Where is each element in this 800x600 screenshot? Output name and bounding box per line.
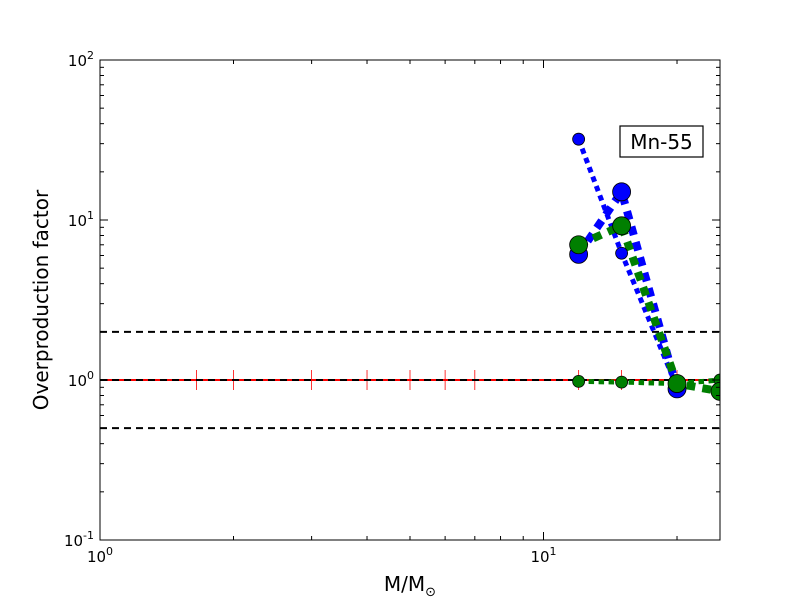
y-tick-exp-1: 0 xyxy=(87,369,94,382)
y-tick-label-0: 10-1 xyxy=(64,529,94,550)
annotation-label: Mn-55 xyxy=(630,130,693,154)
series-3-point-0 xyxy=(569,235,589,255)
x-tick-base-1: 10 xyxy=(530,548,549,566)
y-tick-exp-2: 1 xyxy=(87,209,94,222)
y-axis-label: Overproduction factor xyxy=(29,189,53,410)
annotation-frame xyxy=(619,125,704,158)
series-2-point-0 xyxy=(572,375,586,388)
y-tick-base-1: 10 xyxy=(68,372,87,390)
series-0-point-0 xyxy=(572,132,586,146)
y-tick-label-2: 101 xyxy=(68,209,94,230)
series-line-3 xyxy=(576,220,720,396)
x-tick-label-0: 100 xyxy=(87,545,113,566)
y-tick-base-3: 10 xyxy=(68,52,87,70)
x-tick-base-0: 10 xyxy=(87,548,106,566)
series-line-2 xyxy=(578,377,720,387)
annotation-box: Mn-55 xyxy=(619,125,704,158)
series-3-point-1 xyxy=(612,216,632,236)
x-tick-exp-0: 0 xyxy=(106,545,113,558)
series-2-point-1 xyxy=(615,375,629,389)
x-tick-exp-1: 1 xyxy=(550,545,557,558)
y-tick-label-3: 102 xyxy=(68,49,94,70)
y-tick-base-0: 10 xyxy=(64,532,83,550)
plot-area xyxy=(100,132,720,430)
plot-contents xyxy=(100,132,720,430)
x-axis-label: M/M⊙ xyxy=(384,572,436,600)
series-3-point-2 xyxy=(667,374,687,393)
x-axis-label-sub: ⊙ xyxy=(425,585,436,600)
x-tick-label-1: 101 xyxy=(530,545,556,566)
y-tick-exp-0: -1 xyxy=(83,529,94,542)
series-0-point-1 xyxy=(615,246,629,260)
y-tick-exp-3: 2 xyxy=(87,49,94,62)
series-1-point-1 xyxy=(612,182,632,202)
y-tick-label-1: 100 xyxy=(68,369,94,390)
y-tick-base-2: 10 xyxy=(68,212,87,230)
x-axis-label-main: M/M xyxy=(384,572,425,596)
